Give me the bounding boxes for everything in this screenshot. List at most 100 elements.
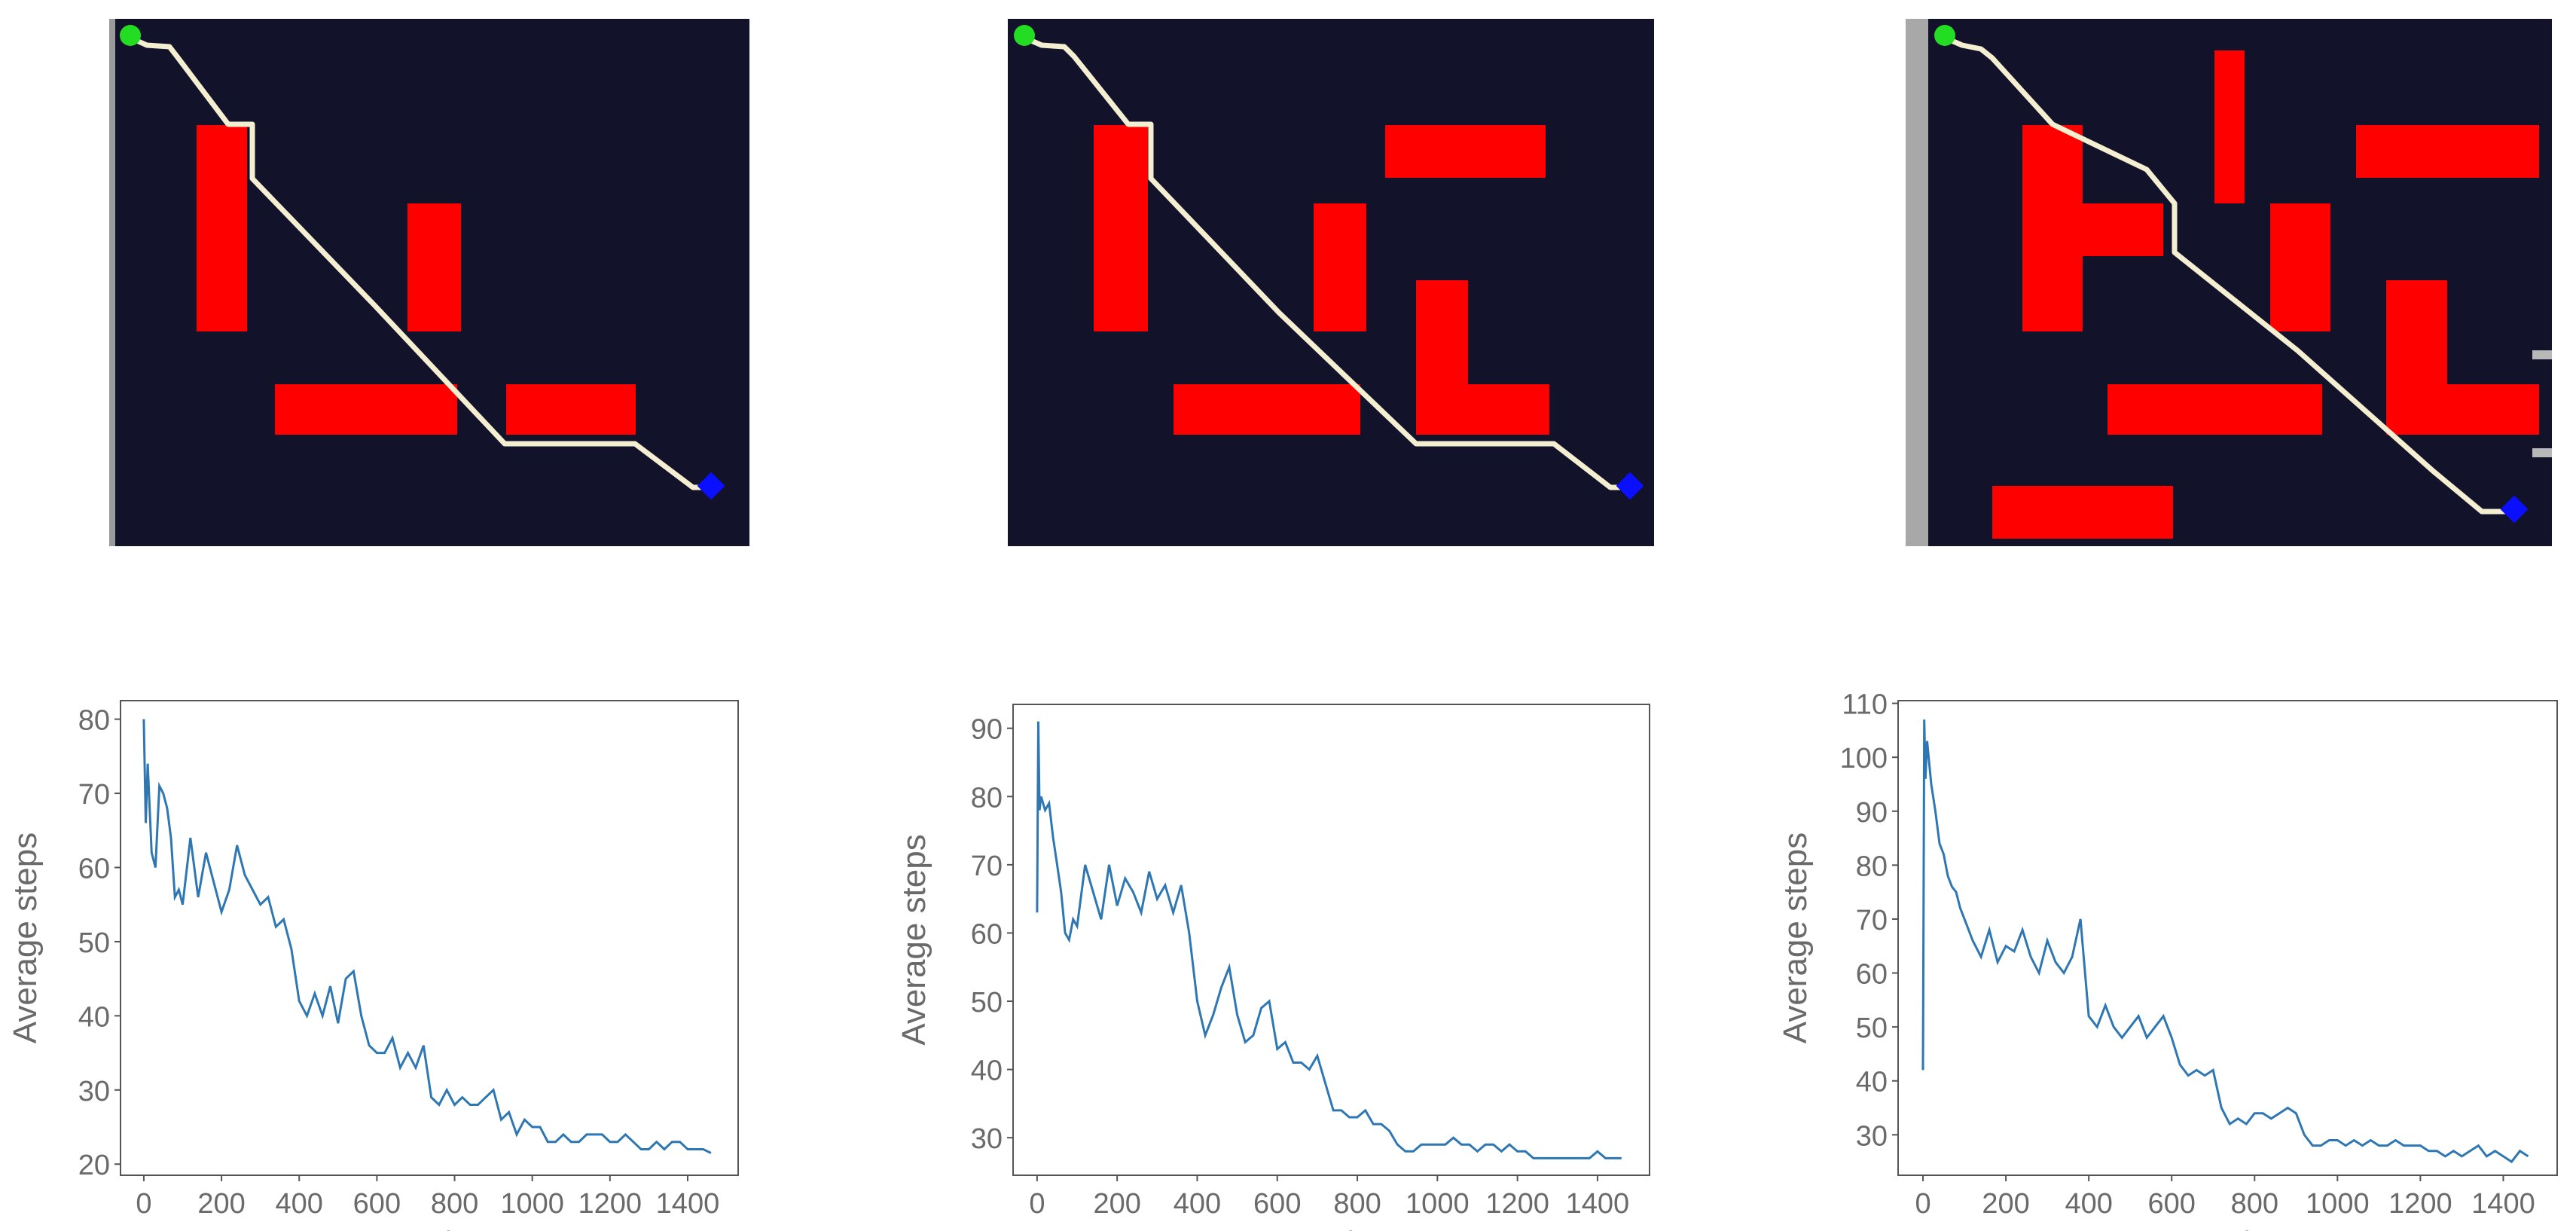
obstacle (1992, 486, 2173, 539)
y-tick-labels: 30 40 50 60 70 80 90 100 110 (1840, 689, 1898, 1152)
y-tick-label: 30 (971, 1123, 1003, 1155)
y-tick-label: 70 (971, 851, 1003, 882)
x-axis-label: Iteration (1271, 1225, 1391, 1231)
agent-path (1943, 35, 2508, 515)
x-tick-label: 800 (2231, 1188, 2278, 1220)
x-tick-label: 200 (1982, 1188, 2029, 1220)
y-tick-label: 50 (1856, 1013, 1888, 1044)
obstacle (1094, 125, 1148, 331)
chart-2: 30 40 50 60 70 80 90 0 200 400 600 800 1000 1200 1400… (896, 704, 1650, 1231)
y-tick-label: 60 (1856, 959, 1888, 991)
chart-1: 20 30 40 50 60 70 80 0 200 400 600 800 1000 1200 1400… (7, 700, 739, 1231)
y-tick-label: 80 (1856, 851, 1888, 882)
start-marker (120, 25, 141, 46)
x-tick-label: 1400 (656, 1188, 720, 1220)
x-tick-label: 400 (276, 1188, 323, 1220)
x-tick-label: 400 (2065, 1188, 2112, 1220)
x-tick-label: 800 (1333, 1188, 1381, 1220)
x-tick-label: 200 (1093, 1188, 1140, 1220)
y-tick-label: 40 (78, 1001, 110, 1033)
obstacle (1416, 384, 1549, 435)
maze-panel-2 (1008, 19, 1654, 546)
x-tick-labels: 0 200 400 600 800 1000 1200 1400 (136, 1175, 719, 1220)
x-tick-label: 1200 (578, 1188, 642, 1220)
goal-marker (2500, 495, 2529, 524)
obstacle (1385, 125, 1546, 178)
goal-marker (697, 472, 725, 500)
y-tick-label: 20 (78, 1150, 110, 1181)
chart-3: 30 40 50 60 70 80 90 100 110 0 200 400 600 800 1000 12… (1777, 689, 2558, 1231)
x-tick-label: 1200 (1485, 1188, 1549, 1220)
goal-marker (1616, 472, 1644, 500)
y-tick-label: 40 (1856, 1067, 1888, 1098)
series-line (1921, 719, 2529, 1164)
obstacle (2022, 203, 2163, 256)
obstacle (506, 384, 636, 435)
x-tick-label: 0 (136, 1188, 151, 1220)
agent-path (1023, 35, 1628, 490)
x-tick-label: 600 (1253, 1188, 1301, 1220)
x-tick-label: 1400 (2471, 1188, 2535, 1220)
y-tick-label: 70 (78, 779, 110, 811)
y-tick-label: 60 (78, 853, 110, 884)
y-tick-label: 90 (971, 714, 1003, 746)
x-tick-label: 800 (431, 1188, 478, 1220)
agent-path (129, 35, 710, 490)
maze-left-border (1906, 19, 1928, 546)
obstacle (2386, 384, 2539, 435)
y-tick-label: 110 (1842, 689, 1888, 721)
plot-frame (1012, 704, 1650, 1176)
y-tick-label: 50 (971, 987, 1003, 1019)
obstacle (2270, 203, 2330, 331)
maze-panel-1 (109, 19, 749, 546)
x-tick-label: 1000 (500, 1188, 564, 1220)
obstacle (1174, 384, 1360, 435)
y-tick-label: 40 (971, 1055, 1003, 1087)
maze-right-tick (2532, 350, 2552, 359)
x-axis-label: Iteration (370, 1225, 490, 1231)
series-line (1036, 721, 1622, 1159)
x-tick-label: 1200 (2388, 1188, 2452, 1220)
series-line (142, 719, 712, 1154)
x-tick-label: 0 (1029, 1188, 1045, 1220)
maze-left-border (109, 19, 115, 546)
maze-panel-3 (1906, 19, 2552, 546)
x-tick-label: 200 (197, 1188, 245, 1220)
obstacle (2214, 50, 2245, 203)
x-axis-label: Iteration (2168, 1225, 2288, 1231)
y-tick-label: 80 (971, 782, 1003, 814)
x-tick-labels: 0 200 400 600 800 1000 1200 1400 (1915, 1175, 2535, 1220)
obstacle (2356, 125, 2539, 178)
x-tick-label: 600 (353, 1188, 401, 1220)
obstacle (2107, 384, 2322, 435)
x-tick-labels: 0 200 400 600 800 1000 1200 1400 (1029, 1175, 1629, 1220)
y-tick-label: 90 (1856, 797, 1888, 829)
obstacle (1314, 203, 1366, 331)
y-axis-label: Average steps (1777, 832, 1814, 1043)
x-tick-label: 1400 (1566, 1188, 1630, 1220)
plot-frame (120, 700, 739, 1176)
maze-right-tick (2532, 448, 2552, 457)
start-marker (1014, 25, 1035, 46)
x-tick-label: 0 (1915, 1188, 1930, 1220)
y-tick-label: 30 (78, 1076, 110, 1107)
y-tick-label: 60 (971, 918, 1003, 950)
start-marker (1934, 25, 1955, 46)
y-tick-labels: 30 40 50 60 70 80 90 (971, 714, 1013, 1155)
obstacle (275, 384, 457, 435)
x-tick-label: 400 (1174, 1188, 1221, 1220)
y-tick-label: 100 (1840, 743, 1888, 774)
obstacle (197, 125, 247, 331)
y-axis-label: Average steps (896, 834, 932, 1045)
obstacle (407, 203, 461, 331)
y-tick-label: 80 (78, 705, 110, 737)
x-tick-label: 1000 (1406, 1188, 1470, 1220)
y-tick-label: 50 (78, 927, 110, 959)
x-tick-label: 600 (2148, 1188, 2196, 1220)
y-tick-label: 30 (1856, 1120, 1888, 1152)
y-axis-label: Average steps (7, 832, 44, 1043)
plot-frame (1897, 700, 2558, 1176)
x-tick-label: 1000 (2306, 1188, 2370, 1220)
y-tick-label: 70 (1856, 905, 1888, 936)
y-tick-labels: 20 30 40 50 60 70 80 (78, 705, 121, 1181)
